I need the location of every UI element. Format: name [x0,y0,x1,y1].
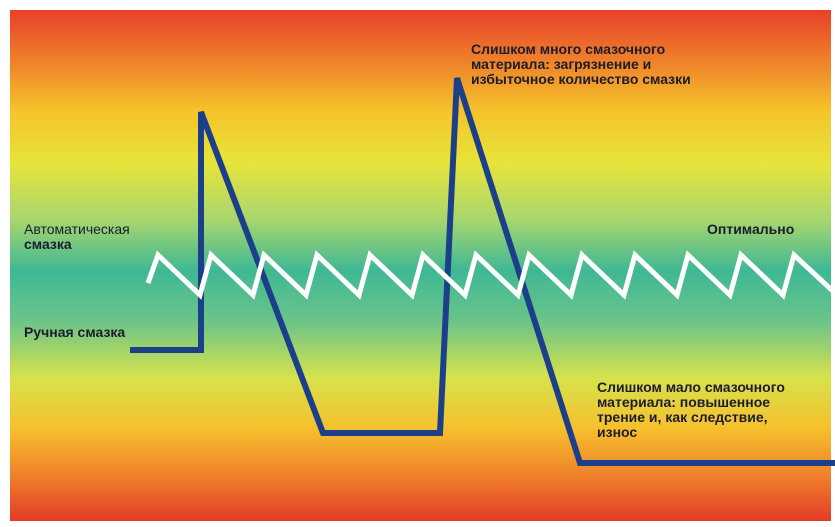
label-manual-lubrication: Ручная смазка [24,324,126,340]
annotation-too-much-line2: материала: загрязнение и [471,56,652,72]
annotation-too-little: Слишком мало смазочного материала: повыш… [597,380,785,440]
annotation-too-little-line1: Слишком мало смазочного [597,379,785,395]
label-automatic-line1: Автоматическая [24,221,130,237]
annotation-too-little-line4: износ [597,424,638,440]
series-line-manual [130,77,835,466]
annotation-too-much-line1: Слишком много смазочного [471,41,666,57]
label-automatic-line2: смазка [24,236,72,252]
annotation-too-much-line3: избыточное количество смазки [471,71,691,87]
annotation-too-little-line2: материала: повышенное [597,394,771,410]
label-automatic-lubrication: Автоматическая смазка [24,222,130,252]
annotation-too-little-line3: трение и, как следствие, [597,409,768,425]
label-optimal: Оптимально [707,221,795,237]
series-line-automatic [145,250,835,300]
annotation-too-much: Слишком много смазочного материала: загр… [471,42,691,87]
